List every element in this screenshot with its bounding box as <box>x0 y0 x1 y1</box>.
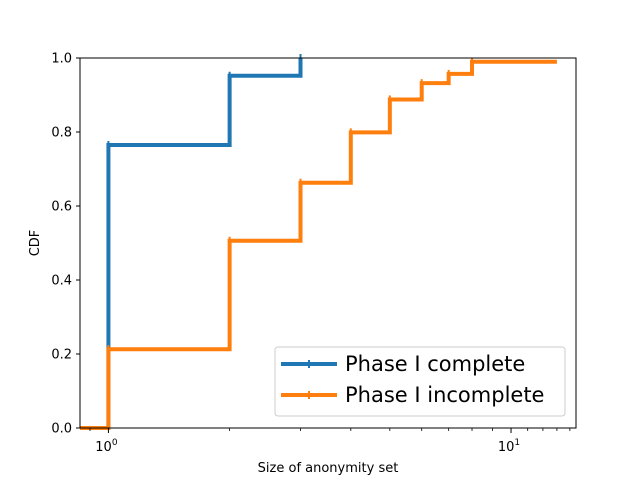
legend-label: Phase I incomplete <box>345 383 544 407</box>
y-tick-label: 0.2 <box>51 348 72 363</box>
y-tick-label: 1.0 <box>51 52 72 67</box>
ticks-layer: 0.0 0.2 0.4 0.6 0.8 1.0 100 101 <box>51 52 571 455</box>
legend-box <box>274 346 566 417</box>
legend: Phase I complete Phase I incomplete <box>274 346 566 417</box>
series-line-0 <box>80 58 303 430</box>
x-axis-label: Size of anonymity set <box>258 461 399 476</box>
series-line-1 <box>80 59 557 430</box>
y-tick-label: 0.0 <box>51 422 72 437</box>
y-axis-label: CDF <box>28 230 43 257</box>
y-tick-label: 0.4 <box>51 274 72 289</box>
legend-label: Phase I complete <box>345 352 525 376</box>
plot-frame <box>79 57 577 429</box>
y-tick-label: 0.8 <box>51 126 72 141</box>
y-tick-label: 0.6 <box>51 200 72 215</box>
x-tick-label: 101 <box>498 438 520 455</box>
x-tick-label: 100 <box>95 438 118 455</box>
